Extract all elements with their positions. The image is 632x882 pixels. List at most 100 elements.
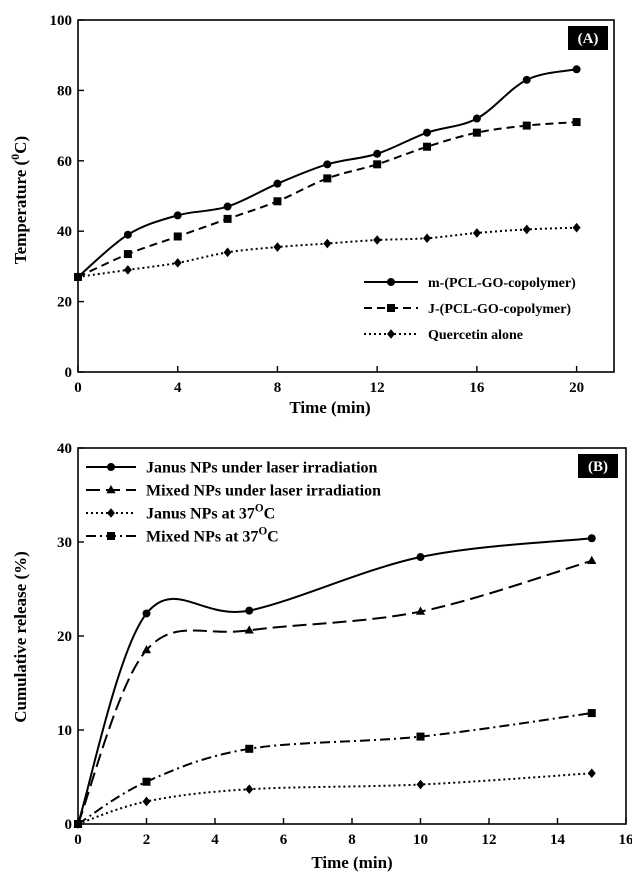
panel-b-legend-label: Mixed NPs at 37OC — [146, 526, 279, 546]
panel-b-legend-label: Mixed NPs under laser irradiation — [146, 483, 381, 500]
panel-b-data-point — [416, 732, 425, 741]
panel-a-chart: Temperature (0C) Time (min) 020406080100… — [8, 13, 615, 417]
panel-a-data-point — [373, 160, 382, 169]
panel-b-data-point — [416, 553, 425, 562]
panel-b-ytick-label: 0 — [65, 817, 73, 833]
panel-a-xtick-label: 8 — [274, 380, 282, 396]
panel-a-data-point — [273, 242, 282, 252]
panel-b-legend-marker — [107, 508, 115, 518]
panel-b-xlabel: Time (min) — [311, 853, 392, 872]
panel-a-legend-label: J-(PCL-GO-copolymer) — [428, 302, 571, 317]
panel-b-plot-frame — [77, 447, 627, 825]
panel-b-data-point — [141, 645, 152, 654]
panel-a-legend: m-(PCL-GO-copolymer) J-(PCL-GO-copolymer)… — [364, 276, 576, 343]
panel-a-data-point — [323, 174, 332, 183]
panel-a-data-point — [123, 250, 132, 259]
panel-b-data-point — [245, 744, 254, 753]
panel-a-data-point — [273, 179, 282, 188]
panel-a-data-point — [572, 118, 581, 127]
panel-b-data-point — [587, 709, 596, 718]
panel-a-data-point — [223, 247, 232, 258]
panel-b-ytick-label: 40 — [57, 441, 72, 457]
panel-a-data-point — [423, 128, 432, 137]
panel-b-data-point — [587, 768, 596, 779]
panel-b-xtick-label: 2 — [143, 832, 151, 848]
panel-b-ytick-label: 20 — [57, 629, 72, 645]
panel-b-series-3 — [74, 768, 596, 829]
panel-a-panel-tag-label: (A) — [578, 31, 599, 47]
panel-a-data-point — [273, 197, 282, 206]
panel-a-data-point — [123, 230, 132, 239]
panel-a-panel-tag-box — [568, 26, 608, 50]
panel-b-ylabel: Cumulative release (%) — [11, 551, 30, 723]
panel-b-ytick-label: 10 — [57, 723, 72, 739]
panel-a-xtick-label: 16 — [469, 380, 485, 396]
panel-a-xlabel: Time (min) — [289, 398, 370, 417]
panel-a-ytick-label: 80 — [57, 83, 72, 99]
panel-b-legend-label: Janus NPs at 37OC — [146, 503, 275, 523]
panel-b-legend-marker — [106, 485, 116, 494]
panel-a-data-point — [323, 238, 332, 249]
panel-a-data-point — [572, 222, 581, 233]
panel-a-plot-frame — [77, 19, 615, 373]
panel-a-data-point — [472, 228, 481, 238]
panel-b-series-4 — [74, 709, 596, 828]
panel-b-legend-label: Janus NPs under laser irradiation — [146, 460, 378, 477]
panel-a-series-1 — [74, 65, 581, 281]
panel-b-series-line — [77, 772, 592, 825]
panel-a-data-point — [472, 114, 481, 123]
panel-a-legend-marker — [387, 304, 395, 312]
panel-a-xtick-label: 4 — [174, 380, 182, 396]
panel-b-data-point — [245, 606, 254, 615]
panel-b-data-point — [142, 609, 151, 618]
panel-b-xtick-label: 8 — [348, 832, 356, 848]
panel-a-legend-label: m-(PCL-GO-copolymer) — [428, 276, 576, 291]
panel-b-series-line — [77, 537, 592, 825]
panel-a-legend-marker — [387, 278, 395, 286]
panel-b-xtick-label: 10 — [413, 832, 428, 848]
panel-a-data-point — [572, 65, 581, 74]
panel-a-data-point — [423, 142, 432, 151]
panel-a-ytick-label: 60 — [57, 154, 72, 170]
panel-a-series-line — [77, 226, 577, 278]
panel-b-legend-marker — [107, 463, 115, 471]
panel-b-data-point — [142, 796, 151, 807]
panel-b-xtick-label: 12 — [482, 832, 497, 848]
panel-b-legend: Janus NPs under laser irradiation Mixed N… — [86, 460, 381, 546]
panel-b-data-point — [142, 777, 151, 786]
panel-a-series-3 — [74, 222, 581, 282]
panel-a-data-point — [472, 128, 481, 137]
panel-b-series-1 — [74, 534, 596, 828]
panel-b-ytick-label: 30 — [57, 535, 72, 551]
panel-a-data-point — [173, 258, 182, 268]
panel-a-xtick-label: 0 — [74, 380, 82, 396]
panel-a-ytick-label: 100 — [50, 13, 73, 29]
panel-b-xtick-label: 0 — [74, 832, 82, 848]
panel-a-series-line — [77, 121, 577, 278]
panel-a-data-point — [173, 211, 182, 220]
panel-b-series-line — [77, 712, 592, 825]
panel-b-data-point — [587, 555, 597, 564]
panel-b-xtick-label: 14 — [550, 832, 566, 848]
panel-b-xtick-label: 4 — [211, 832, 219, 848]
panel-a-legend-label: Quercetin alone — [428, 328, 523, 343]
panel-a-data-point — [123, 265, 132, 275]
panel-b-xtick-label: 16 — [619, 832, 632, 848]
panel-b-panel-tag: (B) — [578, 454, 618, 478]
panel-a-data-point — [522, 121, 531, 130]
panel-b-data-point — [415, 606, 426, 615]
panel-b-panel-tag-label: (B) — [588, 459, 608, 475]
panel-b-series-line — [77, 559, 593, 825]
panel-a-ytick-label: 0 — [65, 365, 73, 381]
panel-a-legend-marker — [387, 329, 395, 339]
panel-a-ytick-label: 40 — [57, 224, 72, 240]
panel-a-series-2 — [74, 118, 581, 281]
panel-a-data-point — [173, 232, 182, 241]
panel-a-xtick-label: 20 — [569, 380, 584, 396]
panel-b-xtick-label: 6 — [280, 832, 288, 848]
panel-a-panel-tag: (A) — [568, 26, 608, 50]
panel-a-data-point — [223, 202, 232, 211]
panel-b-data-point — [244, 625, 254, 634]
panel-b-data-point — [416, 779, 425, 790]
panel-b-chart: Cumulative release (%) Time (min) 010203… — [11, 441, 632, 872]
